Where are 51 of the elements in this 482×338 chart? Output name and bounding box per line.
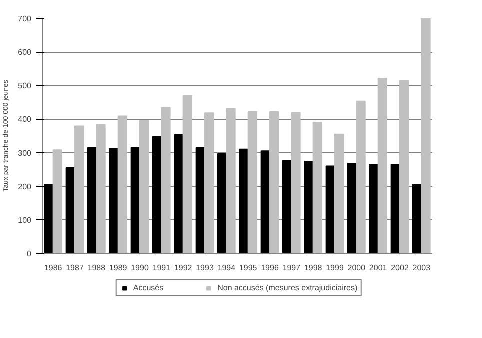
legend-label: Accusés — [133, 284, 164, 292]
bar — [248, 111, 258, 254]
bar — [182, 96, 192, 254]
y-tick-label: 600 — [18, 48, 32, 58]
x-tick-label: 1989 — [109, 264, 128, 272]
y-tick-label: 300 — [18, 148, 32, 158]
y-tick-label: 500 — [18, 82, 32, 91]
bar — [421, 18, 431, 254]
bar — [356, 100, 366, 254]
y-tick-label: 400 — [18, 115, 32, 124]
x-tick-label: 2000 — [348, 264, 366, 272]
bar — [74, 126, 84, 254]
bar — [118, 116, 128, 254]
bar — [239, 148, 249, 254]
legend-label: Non accusés (mesures extrajudiciaires) — [218, 284, 358, 292]
bar — [378, 78, 388, 254]
bar — [109, 148, 119, 254]
x-tick-label: 1986 — [44, 264, 63, 272]
bar — [304, 161, 314, 254]
bar — [400, 80, 410, 254]
x-tick-label: 1993 — [196, 264, 214, 272]
x-tick-label: 1999 — [326, 264, 344, 272]
x-tick-label: 1995 — [239, 264, 258, 272]
bar — [174, 134, 184, 254]
bar — [226, 108, 236, 254]
bar — [96, 124, 106, 254]
bar — [161, 107, 171, 254]
y-tick-label: 100 — [18, 216, 32, 225]
bar — [369, 164, 379, 254]
bar — [291, 112, 301, 254]
bar — [52, 150, 62, 254]
x-tick-label: 2003 — [412, 264, 432, 272]
y-tick-label: 0 — [27, 250, 32, 258]
x-tick-label: 1997 — [282, 264, 302, 272]
x-tick-label: 1988 — [88, 264, 106, 272]
y-tick-label: 200 — [18, 182, 32, 192]
bar — [140, 120, 150, 254]
x-tick-label: 1987 — [66, 264, 84, 272]
bar — [270, 111, 280, 254]
x-tick-label: 1992 — [174, 264, 193, 272]
bar — [204, 112, 214, 254]
x-tick-label: 2001 — [369, 264, 388, 272]
x-tick-label: 1994 — [218, 264, 236, 272]
bar — [334, 134, 344, 254]
x-tick-label: 2002 — [391, 264, 410, 272]
y-tick-label: 700 — [18, 14, 32, 24]
x-tick-label: 1991 — [152, 264, 172, 272]
x-tick-label: 1990 — [131, 264, 150, 272]
x-tick-label: 1996 — [261, 264, 280, 272]
x-tick-label: 1998 — [304, 264, 323, 272]
bar — [312, 122, 322, 254]
